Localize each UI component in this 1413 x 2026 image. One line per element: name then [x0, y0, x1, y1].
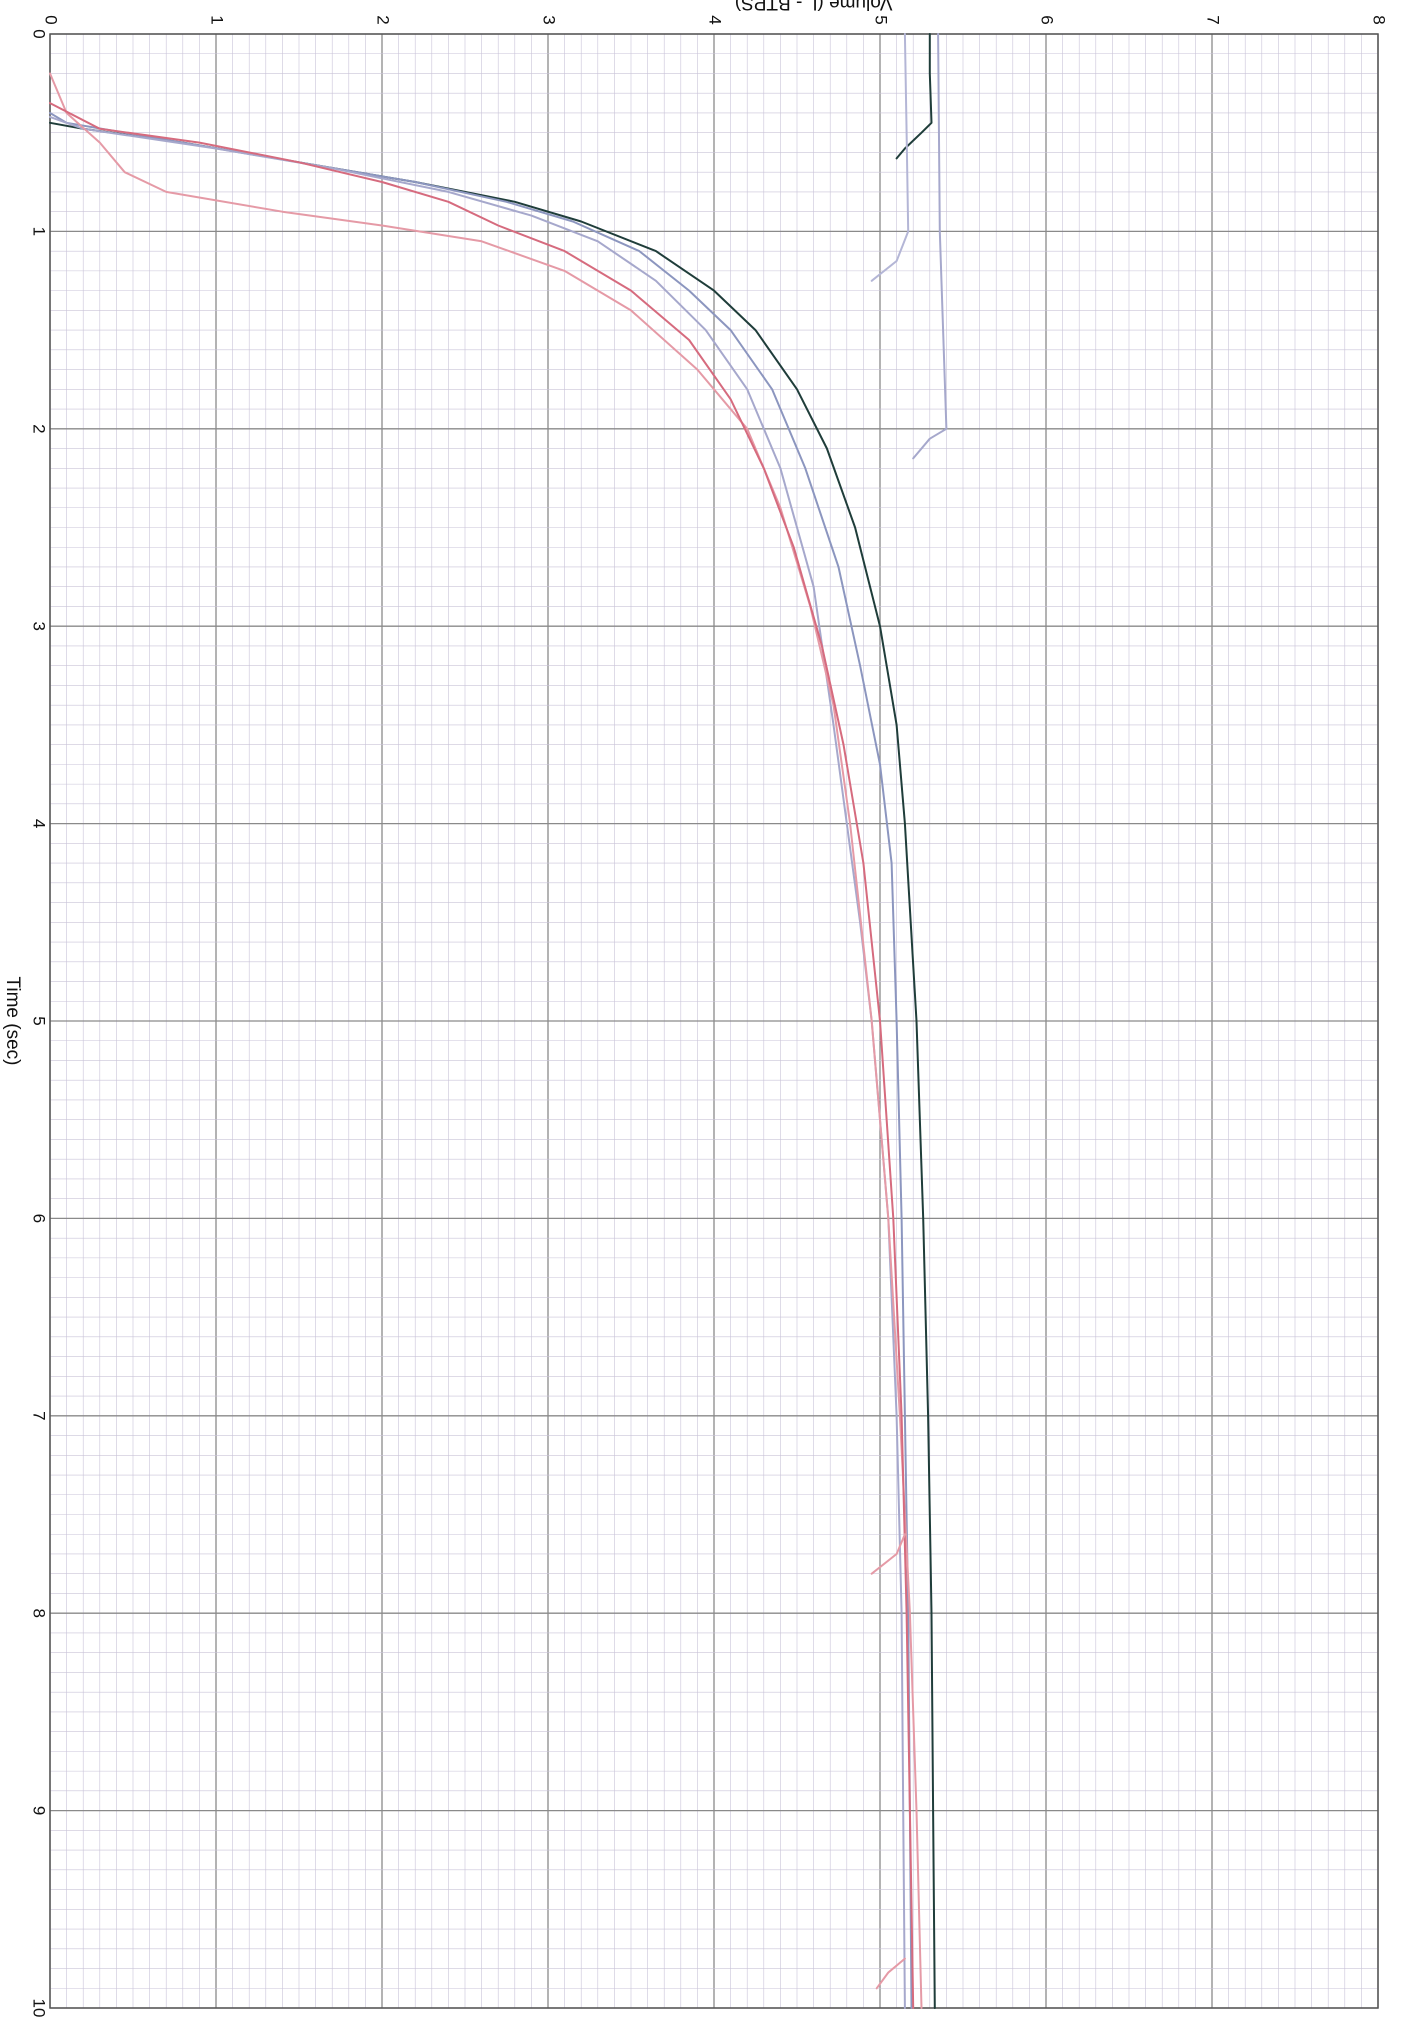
- series-line-8: [870, 33, 910, 282]
- volume-tick-label: 2: [374, 15, 393, 24]
- time-tick-label: 5: [30, 1016, 49, 1025]
- series-line-10: [875, 1957, 906, 1990]
- volume-tick-label: 5: [872, 15, 891, 24]
- volume-tick-label: 0: [42, 15, 61, 24]
- volume-tick-label: 3: [540, 15, 559, 24]
- time-tick-label: 2: [30, 424, 49, 433]
- time-tick-label: 10: [30, 1999, 49, 2018]
- chart-grid: [49, 33, 1379, 2009]
- series-line-9: [870, 1533, 906, 1575]
- time-tick-label: 0: [30, 29, 49, 38]
- series-line-3: [49, 115, 906, 2009]
- volume-tick-label: 6: [1038, 15, 1057, 24]
- time-tick-label: 7: [30, 1411, 49, 1420]
- time-tick-label: 9: [30, 1806, 49, 1815]
- series-line-6: [912, 33, 948, 460]
- volume-tick-label: 4: [706, 15, 725, 24]
- y-axis-title: Volume (L - BTPS): [735, 0, 893, 13]
- time-tick-label: 6: [30, 1214, 49, 1223]
- x-axis-title: Time (sec): [2, 976, 23, 1065]
- volume-tick-label: 7: [1204, 15, 1223, 24]
- time-tick-label: 1: [30, 227, 49, 236]
- volume-tick-label: 8: [1370, 15, 1389, 24]
- time-tick-label: 8: [30, 1608, 49, 1617]
- volume-tick-label: 1: [208, 15, 227, 24]
- series-line-2: [49, 112, 913, 2009]
- chart-ticks: 0 1 2 3 4 5 6 7 8 0 1 2 3 4 5 6 7 8 9 10: [30, 15, 1389, 2017]
- series-line-4: [49, 72, 923, 2009]
- series-line-5: [49, 102, 915, 2009]
- time-tick-label: 4: [30, 819, 49, 828]
- chart-series: [49, 33, 948, 2009]
- plot-border: [49, 33, 1379, 2009]
- time-tick-label: 3: [30, 621, 49, 630]
- series-line-7: [895, 33, 933, 160]
